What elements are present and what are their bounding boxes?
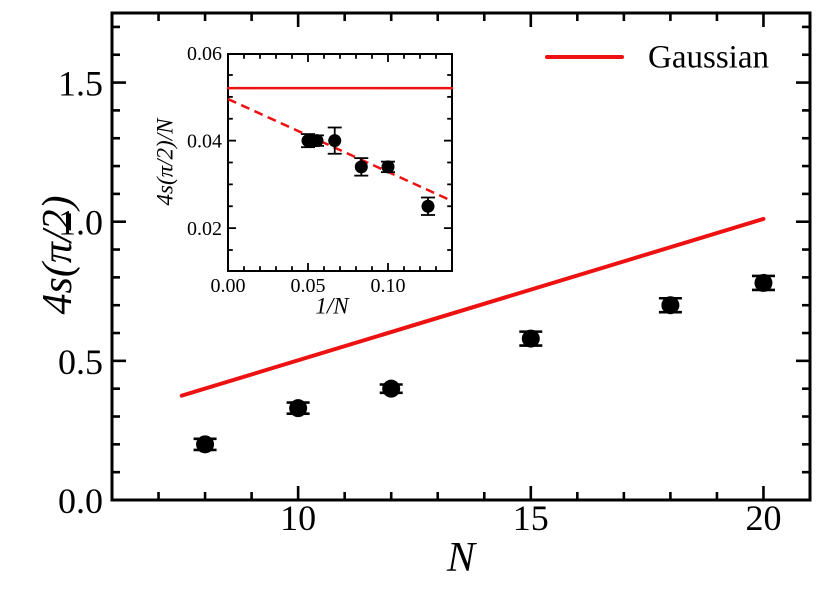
legend-label: Gaussian bbox=[648, 39, 769, 76]
inset-x-tick-label: 0.05 bbox=[291, 275, 326, 297]
main-x-axis-label: N bbox=[446, 535, 476, 581]
inset-axes: 0.00 0.05 0.10 0.02 0.04 0.06 bbox=[187, 43, 454, 297]
inset-frame bbox=[227, 53, 453, 272]
main-y-axis-label: 4s(π/2) bbox=[35, 195, 81, 315]
main-x-tick-label: 20 bbox=[745, 498, 781, 538]
data-point bbox=[196, 435, 215, 454]
data-point bbox=[381, 160, 395, 174]
inset-x-tick-label: 0.00 bbox=[211, 275, 246, 297]
data-point bbox=[328, 134, 342, 148]
inset-y-tick-label: 0.02 bbox=[187, 218, 222, 240]
main-y-tick-label: 1.0 bbox=[58, 203, 103, 243]
main-y-tick-label: 0.0 bbox=[58, 481, 103, 521]
inset-y-axis-label: 4s(π/2)/N bbox=[152, 118, 178, 206]
data-point bbox=[661, 296, 680, 315]
inset-x-axis-label: 1/N bbox=[315, 293, 349, 319]
data-point bbox=[310, 134, 324, 148]
main-line-Gaussian bbox=[179, 216, 766, 398]
inset-line-linear-extrapolation bbox=[227, 97, 453, 203]
inset-y-tick-label: 0.06 bbox=[187, 43, 222, 65]
main-y-tick-label: 0.5 bbox=[58, 342, 103, 382]
data-point bbox=[289, 399, 308, 418]
data-point bbox=[521, 329, 540, 348]
data-point bbox=[754, 273, 773, 292]
data-point bbox=[382, 379, 401, 398]
main-frame bbox=[110, 11, 812, 502]
data-point bbox=[354, 160, 368, 174]
main-x-tick-label: 15 bbox=[513, 498, 549, 538]
main-y-tick-label: 1.5 bbox=[58, 64, 103, 104]
data-point bbox=[301, 134, 315, 148]
data-point bbox=[421, 199, 435, 213]
inset-y-tick-label: 0.04 bbox=[187, 131, 222, 153]
inset-x-tick-label: 0.10 bbox=[371, 275, 406, 297]
main-x-tick-label: 10 bbox=[280, 498, 316, 538]
